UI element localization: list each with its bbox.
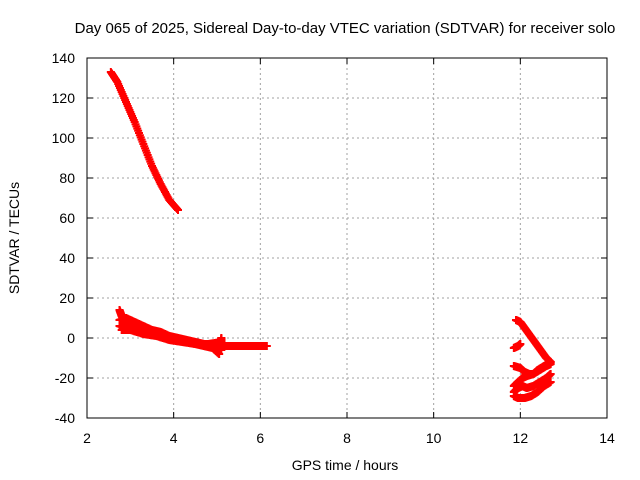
data-point	[215, 350, 224, 358]
data-point	[546, 370, 555, 378]
data-point	[546, 378, 555, 386]
x-tick-label: 12	[513, 430, 529, 446]
y-tick-label: 120	[52, 90, 76, 106]
y-tick-label: 20	[59, 290, 75, 306]
x-tick-label: 10	[426, 430, 442, 446]
x-tick-label: 14	[599, 430, 615, 446]
data-point	[546, 360, 555, 368]
x-tick-label: 6	[256, 430, 264, 446]
x-tick-label: 2	[83, 430, 91, 446]
data-point	[174, 206, 182, 214]
y-tick-label: 0	[67, 330, 75, 346]
data-marks	[106, 68, 555, 402]
y-tick-label: 60	[59, 210, 75, 226]
y-tick-label: 40	[59, 250, 75, 266]
y-tick-label: -40	[55, 410, 75, 426]
data-point	[516, 340, 525, 348]
y-axis-ticks: -40 -20 0 20 40 60 80 100 120 140	[52, 50, 607, 426]
y-tick-label: 140	[52, 50, 76, 66]
y-tick-label: 100	[52, 130, 76, 146]
chart-title: Day 065 of 2025, Sidereal Day-to-day VTE…	[75, 20, 616, 37]
grid-lines	[87, 58, 607, 418]
data-point	[262, 342, 271, 350]
x-tick-label: 8	[343, 430, 351, 446]
data-point	[217, 334, 226, 342]
x-tick-label: 4	[170, 430, 178, 446]
x-axis-label: GPS time / hours	[292, 457, 399, 473]
y-tick-label: -20	[55, 370, 75, 386]
y-tick-label: 80	[59, 170, 75, 186]
y-axis-label: SDTVAR / TECUs	[6, 182, 22, 294]
x-axis-ticks: 2 4 6 8 10 12 14	[83, 58, 615, 446]
